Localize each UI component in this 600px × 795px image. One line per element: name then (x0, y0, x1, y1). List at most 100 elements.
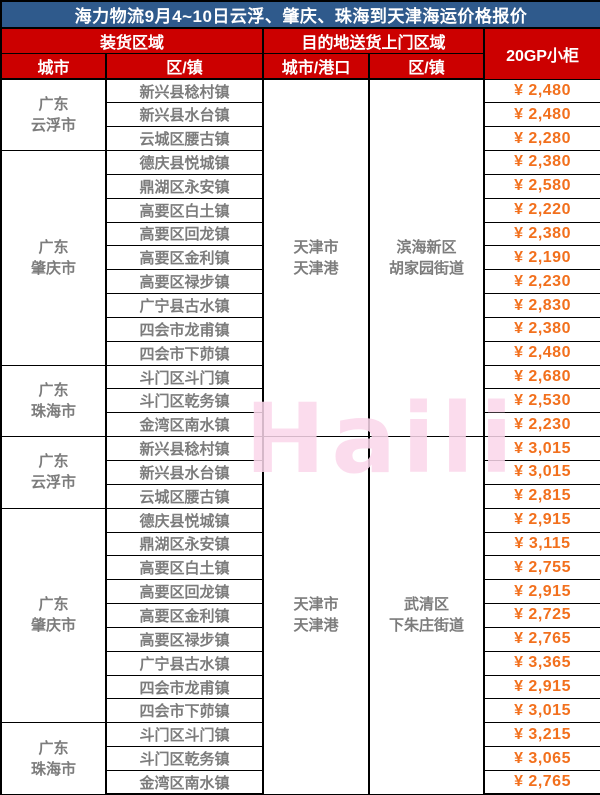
dest-city-port-cell: 天津市 天津港 (262, 436, 370, 795)
town-cell: 广宁县古水镇 (105, 650, 264, 676)
town-cell: 斗门区乾务镇 (105, 746, 264, 771)
table-row: 云城区腰古镇 ¥ 2,280 (1, 126, 600, 152)
price-cell: ¥ 2,915 (482, 507, 600, 533)
price-cell: ¥ 2,380 (482, 150, 600, 175)
town-cell: 斗门区乾务镇 (105, 388, 264, 414)
price-cell: ¥ 2,280 (482, 126, 600, 152)
town-cell: 新兴县稔村镇 (105, 78, 264, 104)
price-cell: ¥ 3,215 (482, 722, 600, 748)
origin-city-cell: 广东 云浮市 (0, 436, 107, 509)
table-row: 斗门区乾务镇 ¥ 3,065 (1, 746, 600, 771)
town-cell: 高要区金利镇 (105, 603, 264, 628)
table-row: 高要区禄步镇 ¥ 2,765 (1, 626, 600, 652)
town-cell: 新兴县稔村镇 (105, 436, 264, 461)
town-cell: 高要区禄步镇 (105, 269, 264, 295)
table-row: 广宁县古水镇 ¥ 3,365 (1, 650, 600, 676)
table-row: 四会市下茆镇 ¥ 3,015 (1, 698, 600, 724)
table-row: 鼎湖区永安镇 ¥ 2,580 (1, 173, 600, 199)
origin-city-cell: 广东 珠海市 (0, 722, 107, 795)
dest-city-port-cell: 天津市 天津港 (262, 78, 370, 438)
table-row: 四会市下茆镇 ¥ 2,480 (1, 340, 600, 366)
price-cell: ¥ 2,830 (482, 293, 600, 318)
town-cell: 斗门区斗门镇 (105, 364, 264, 390)
price-cell: ¥ 3,015 (482, 698, 600, 724)
price-cell: ¥ 2,380 (482, 316, 600, 342)
header-20gp-container: 20GP小柜 (482, 27, 600, 80)
town-cell: 云城区腰古镇 (105, 483, 264, 509)
town-cell: 云城区腰古镇 (105, 126, 264, 152)
subheader-dest-city-port: 城市/港口 (262, 53, 370, 80)
price-cell: ¥ 2,190 (482, 245, 600, 271)
price-cell: ¥ 2,580 (482, 173, 600, 199)
subheader-origin-city: 城市 (0, 53, 107, 80)
town-cell: 金湾区南水镇 (105, 412, 264, 438)
price-cell: ¥ 2,815 (482, 483, 600, 509)
price-cell: ¥ 2,680 (482, 364, 600, 390)
town-cell: 高要区白土镇 (105, 197, 264, 223)
price-cell: ¥ 2,480 (482, 340, 600, 366)
town-cell: 四会市龙甫镇 (105, 316, 264, 342)
origin-city-cell: 广东 肇庆市 (0, 507, 107, 724)
price-cell: ¥ 2,230 (482, 412, 600, 438)
town-cell: 高要区回龙镇 (105, 221, 264, 247)
price-cell: ¥ 2,230 (482, 269, 600, 295)
price-cell: ¥ 2,725 (482, 603, 600, 628)
price-cell: ¥ 2,480 (482, 78, 600, 104)
table-row: 广东 珠海市 斗门区斗门镇 ¥ 2,680 (0, 364, 600, 438)
table-row: 高要区回龙镇 ¥ 2,380 (1, 221, 600, 247)
price-cell: ¥ 3,015 (482, 436, 600, 461)
table-row: 高要区白土镇 ¥ 2,220 (1, 197, 600, 223)
town-cell: 德庆县悦城镇 (105, 150, 264, 175)
town-cell: 高要区白土镇 (105, 555, 264, 581)
price-cell: ¥ 2,915 (482, 579, 600, 605)
title-row: 海力物流9月4~10日云浮、肇庆、珠海到天津海运价格报价 (0, 0, 600, 29)
town-cell: 广宁县古水镇 (105, 293, 264, 318)
header-row-2: 城市 区/镇 城市/港口 区/镇 (0, 53, 600, 80)
town-cell: 鼎湖区永安镇 (105, 531, 264, 557)
price-cell: ¥ 2,530 (482, 388, 600, 414)
town-cell: 新兴县水台镇 (105, 460, 264, 485)
town-cell: 鼎湖区永安镇 (105, 173, 264, 199)
table-row: 广东 肇庆市 德庆县悦城镇 ¥ 2,380 (0, 150, 600, 366)
price-cell: ¥ 2,220 (482, 197, 600, 223)
origin-city-cell: 广东 云浮市 (0, 78, 107, 152)
price-cell: ¥ 2,480 (482, 102, 600, 128)
origin-city-cell: 广东 珠海市 (0, 364, 107, 438)
subheader-dest-district: 区/镇 (368, 53, 485, 80)
table-row: 鼎湖区永安镇 ¥ 3,115 (1, 531, 600, 557)
table-row: 金湾区南水镇 ¥ 2,765 (1, 769, 600, 795)
table-title: 海力物流9月4~10日云浮、肇庆、珠海到天津海运价格报价 (0, 0, 600, 29)
table-row: 四会市龙甫镇 ¥ 2,915 (1, 674, 600, 700)
price-cell: ¥ 2,380 (482, 221, 600, 247)
town-cell: 金湾区南水镇 (105, 769, 264, 795)
price-cell: ¥ 2,765 (482, 626, 600, 652)
price-cell: ¥ 3,065 (482, 746, 600, 771)
price-cell: ¥ 2,755 (482, 555, 600, 581)
dest-district-cell: 武清区 下朱庄街道 (368, 436, 485, 795)
town-cell: 四会市龙甫镇 (105, 674, 264, 700)
table-row: 广东 云浮市 新兴县稔村镇 天津市 天津港 滨海新区 胡家园街道 ¥ 2,480 (0, 78, 600, 438)
town-cell: 斗门区斗门镇 (105, 722, 264, 748)
header-row-1: 装货区域 目的地送货上门区域 20GP小柜 (0, 27, 600, 80)
table-row: 高要区金利镇 ¥ 2,725 (1, 603, 600, 628)
price-cell: ¥ 3,015 (482, 460, 600, 485)
header-loading-area: 装货区域 (0, 27, 264, 54)
town-cell: 高要区回龙镇 (105, 579, 264, 605)
table-row: 云城区腰古镇 ¥ 2,815 (1, 483, 600, 509)
town-cell: 四会市下茆镇 (105, 698, 264, 724)
price-cell: ¥ 3,365 (482, 650, 600, 676)
price-cell: ¥ 2,765 (482, 769, 600, 795)
town-cell: 高要区金利镇 (105, 245, 264, 271)
subheader-origin-district: 区/镇 (105, 53, 264, 80)
dest-district-cell: 滨海新区 胡家园街道 (368, 78, 485, 438)
town-cell: 高要区禄步镇 (105, 626, 264, 652)
table-row: 高要区白土镇 ¥ 2,755 (1, 555, 600, 581)
price-cell: ¥ 2,915 (482, 674, 600, 700)
table-row: 广东 肇庆市 德庆县悦城镇 ¥ 2,915 (0, 507, 600, 724)
price-cell: ¥ 3,115 (482, 531, 600, 557)
origin-city-cell: 广东 肇庆市 (0, 150, 107, 366)
town-cell: 新兴县水台镇 (105, 102, 264, 128)
table-row: 广东 云浮市 新兴县稔村镇 天津市 天津港 武清区 下朱庄街道 ¥ 3,015 (0, 436, 600, 795)
